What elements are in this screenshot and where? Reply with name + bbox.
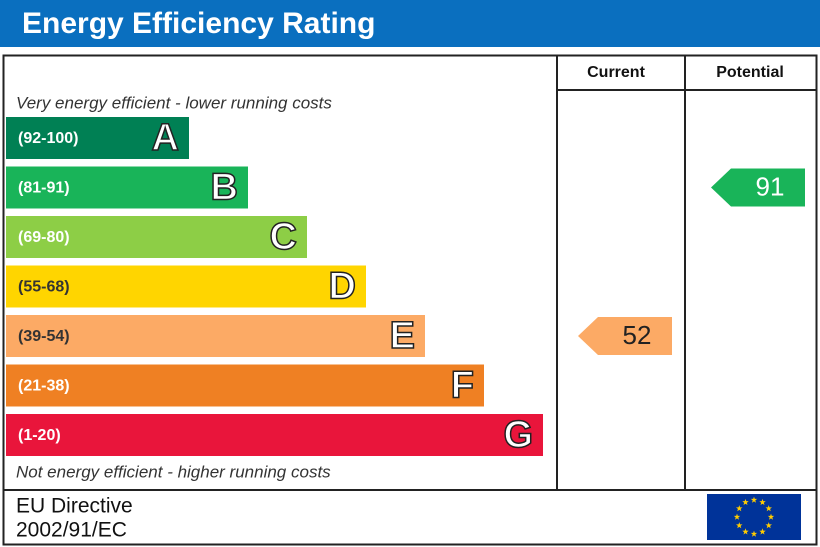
eu-star bbox=[765, 522, 772, 529]
title-bar bbox=[0, 0, 820, 47]
bottom-note: Not energy efficient - higher running co… bbox=[16, 462, 331, 481]
column-header: Current bbox=[587, 64, 645, 81]
eu-star bbox=[765, 505, 772, 512]
band-range: (69-80) bbox=[18, 229, 70, 246]
band-letter: E bbox=[390, 315, 415, 357]
band bbox=[6, 315, 425, 357]
band-letter: F bbox=[451, 365, 474, 407]
band-range: (39-54) bbox=[18, 328, 70, 345]
rating-arrow bbox=[578, 317, 672, 355]
eu-star bbox=[750, 530, 758, 537]
footer-text: 2002/91/EC bbox=[16, 519, 127, 542]
band bbox=[6, 414, 543, 456]
eu-star bbox=[736, 505, 743, 512]
band bbox=[6, 364, 484, 407]
rating-value: 52 bbox=[623, 320, 652, 350]
column-header: Potential bbox=[716, 64, 784, 81]
band-range: (81-91) bbox=[18, 180, 70, 197]
band bbox=[6, 265, 366, 308]
frame bbox=[2, 54, 818, 546]
eu-star bbox=[750, 496, 758, 503]
eu-star bbox=[733, 513, 741, 520]
band bbox=[6, 216, 307, 258]
band bbox=[6, 117, 189, 159]
band-letter: G bbox=[503, 414, 533, 456]
band bbox=[6, 166, 248, 209]
eu-star bbox=[759, 528, 766, 535]
band-range: (55-68) bbox=[18, 279, 70, 296]
eu-star bbox=[759, 498, 766, 505]
band-range: (92-100) bbox=[18, 130, 78, 147]
footer-text: EU Directive bbox=[16, 495, 133, 518]
eu-star bbox=[742, 498, 749, 505]
eu-star bbox=[742, 528, 749, 535]
band-range: (1-20) bbox=[18, 427, 61, 444]
eu-stars bbox=[733, 496, 775, 537]
title: Energy Efficiency Rating bbox=[22, 7, 375, 40]
band-range: (21-38) bbox=[18, 378, 70, 395]
band-letter: D bbox=[329, 266, 356, 308]
eu-star bbox=[767, 513, 775, 520]
eu-star bbox=[736, 522, 743, 529]
rating-value: 91 bbox=[756, 171, 785, 201]
top-note: Very energy efficient - lower running co… bbox=[16, 93, 332, 112]
band-letter: B bbox=[211, 167, 238, 209]
rating-arrow bbox=[711, 168, 805, 207]
band-letter: A bbox=[152, 117, 179, 159]
band-letter: C bbox=[270, 216, 297, 258]
